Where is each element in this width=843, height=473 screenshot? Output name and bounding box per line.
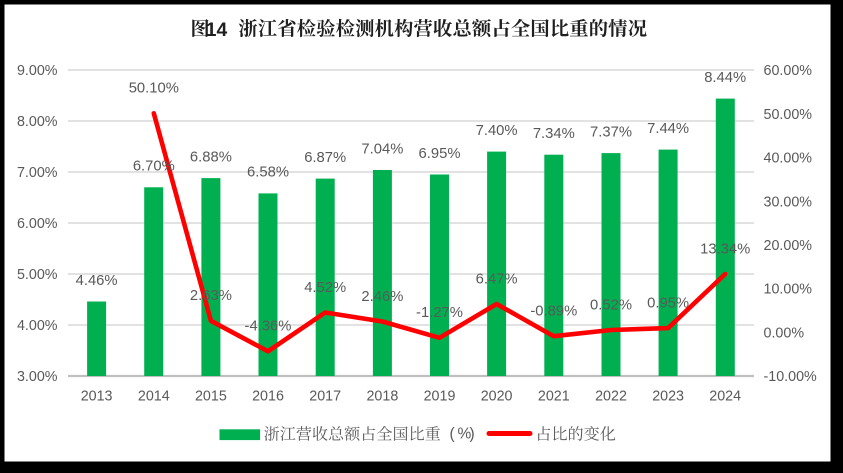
- svg-text:2015: 2015: [195, 389, 227, 405]
- svg-text:6.58%: 6.58%: [247, 165, 289, 181]
- svg-text:14: 14: [206, 20, 228, 41]
- svg-text:20.00%: 20.00%: [764, 238, 813, 254]
- svg-text:2016: 2016: [252, 389, 284, 405]
- svg-text:6.00%: 6.00%: [17, 216, 58, 232]
- svg-text:30.00%: 30.00%: [764, 194, 813, 210]
- svg-text:2014: 2014: [138, 389, 170, 405]
- svg-text:50.00%: 50.00%: [764, 107, 813, 123]
- svg-text:2018: 2018: [366, 389, 398, 405]
- svg-text:6.88%: 6.88%: [190, 149, 232, 165]
- svg-text:2021: 2021: [538, 389, 570, 405]
- svg-text:4.46%: 4.46%: [76, 273, 118, 289]
- svg-text:7.40%: 7.40%: [476, 123, 518, 139]
- svg-text:40.00%: 40.00%: [764, 151, 813, 167]
- svg-text:6.47%: 6.47%: [476, 271, 518, 287]
- svg-text:0.52%: 0.52%: [590, 297, 632, 313]
- svg-text:6.70%: 6.70%: [133, 159, 175, 175]
- svg-text:2024: 2024: [709, 389, 741, 405]
- svg-text:8.00%: 8.00%: [17, 114, 58, 130]
- svg-text:7.44%: 7.44%: [647, 121, 689, 137]
- svg-text:2013: 2013: [81, 389, 113, 405]
- svg-text:10.00%: 10.00%: [764, 282, 813, 298]
- svg-text:2.46%: 2.46%: [361, 289, 403, 305]
- svg-text:60.00%: 60.00%: [764, 63, 813, 79]
- svg-text:0.00%: 0.00%: [764, 325, 805, 341]
- svg-text:2020: 2020: [481, 389, 513, 405]
- svg-text:0.95%: 0.95%: [647, 296, 689, 312]
- svg-text:-10.00%: -10.00%: [764, 369, 818, 385]
- svg-text:8.44%: 8.44%: [704, 70, 746, 86]
- svg-text:6.87%: 6.87%: [304, 150, 346, 166]
- svg-text:7.00%: 7.00%: [17, 165, 58, 181]
- svg-text:4.00%: 4.00%: [17, 318, 58, 334]
- svg-text:4.52%: 4.52%: [304, 280, 346, 296]
- svg-text:-0.89%: -0.89%: [530, 304, 577, 320]
- svg-text:2019: 2019: [424, 389, 456, 405]
- svg-text:7.37%: 7.37%: [590, 125, 632, 141]
- svg-text:7.04%: 7.04%: [361, 141, 403, 157]
- svg-text:-4.36%: -4.36%: [245, 319, 292, 335]
- svg-text:7.34%: 7.34%: [533, 126, 575, 142]
- svg-text:3.00%: 3.00%: [17, 369, 58, 385]
- svg-text:9.00%: 9.00%: [17, 63, 58, 79]
- svg-text:-1.27%: -1.27%: [416, 305, 463, 321]
- svg-text:2022: 2022: [595, 389, 627, 405]
- svg-text:13.34%: 13.34%: [700, 241, 750, 257]
- svg-text:2023: 2023: [652, 389, 684, 405]
- svg-text:50.10%: 50.10%: [129, 81, 179, 97]
- svg-text:2017: 2017: [309, 389, 341, 405]
- svg-text:6.95%: 6.95%: [419, 146, 461, 162]
- svg-text:5.00%: 5.00%: [17, 267, 58, 283]
- svg-text:(%): (%): [450, 426, 475, 443]
- svg-text:2.63%: 2.63%: [190, 288, 232, 304]
